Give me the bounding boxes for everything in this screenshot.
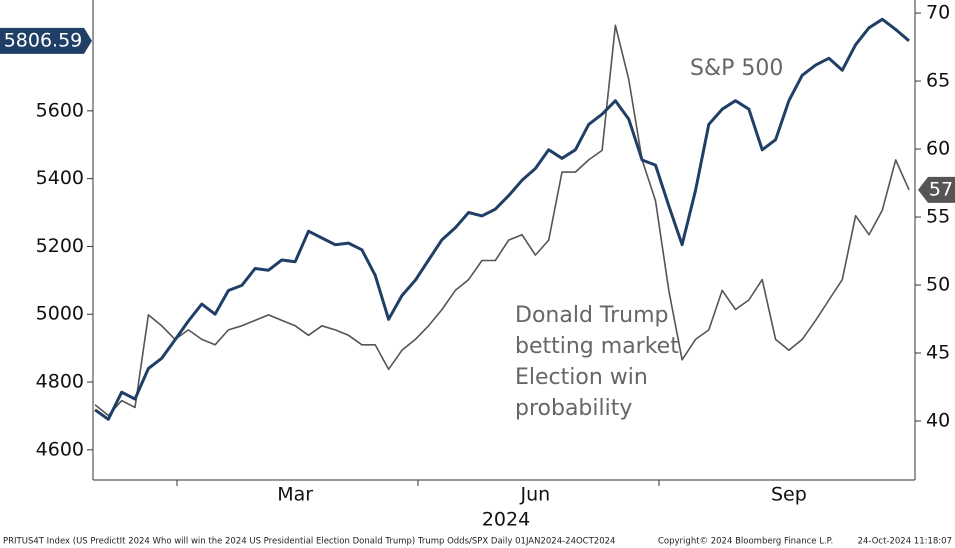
y-tick-label: 4800	[36, 371, 84, 393]
trump-annotation: betting market	[515, 334, 679, 359]
footer-copyright: Copyright© 2024 Bloomberg Finance L.P.	[658, 537, 833, 547]
trump-annotation: Election win	[515, 365, 648, 390]
axes-frame	[92, 0, 916, 486]
trump-annotation: Donald Trump	[515, 303, 668, 328]
y2-tick-label: 50	[926, 274, 950, 296]
y-tick-label: 4600	[36, 438, 84, 460]
last-value-box	[0, 27, 92, 54]
sp500-annotation: S&P 500	[690, 56, 783, 81]
y2-tick-label: 55	[926, 206, 950, 228]
last-value-label: 57	[929, 178, 953, 200]
x-tick-label: Sep	[771, 484, 807, 506]
y2-tick-label: 65	[926, 70, 950, 92]
y2-tick-label: 45	[926, 341, 950, 363]
last-value-label: 5806.59	[4, 29, 83, 51]
y2-tick-label: 60	[926, 138, 950, 160]
x-tick-label: Mar	[277, 484, 313, 506]
y2-tick-label: 40	[926, 409, 950, 431]
series-line	[94, 17, 910, 421]
last-value-box	[918, 176, 955, 203]
y-tick-label: 5400	[36, 167, 84, 189]
y2-tick-label: 70	[926, 2, 950, 24]
y-tick-label: 5000	[36, 303, 84, 325]
x-tick-label: Jun	[520, 484, 551, 506]
x-axis-label: 2024	[482, 509, 530, 531]
trump-annotation: probability	[515, 396, 632, 421]
footer-timestamp: 24-Oct-2024 11:18:07	[858, 537, 952, 547]
y-tick-label: 5200	[36, 235, 84, 257]
y-tick-label: 5600	[36, 99, 84, 121]
series-line	[94, 24, 910, 417]
footer-source: PRITUS4T Index (US PredictIt 2024 Who wi…	[3, 537, 615, 547]
